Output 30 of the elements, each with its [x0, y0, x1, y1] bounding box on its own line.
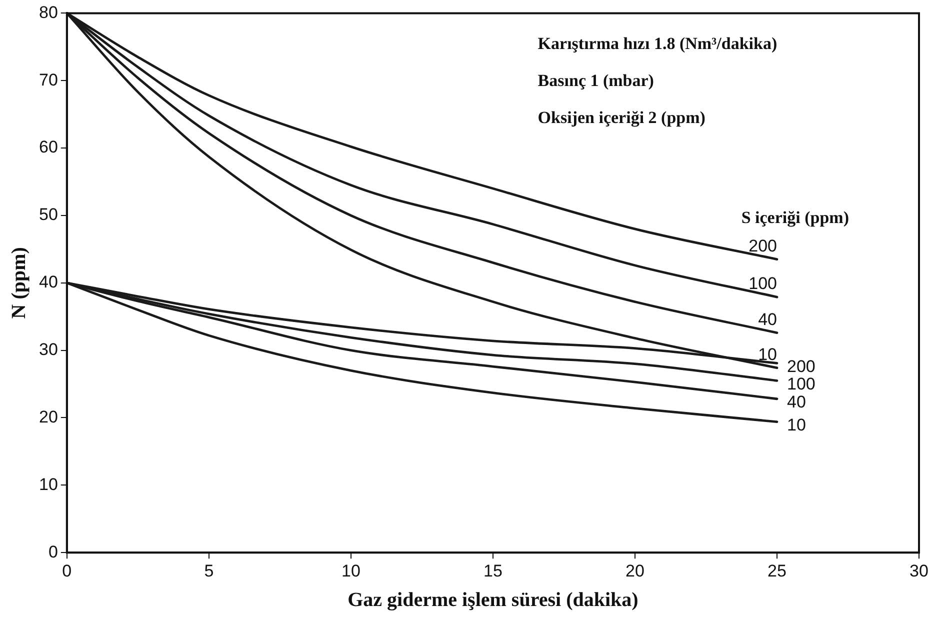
annotation: Oksijen içeriği 2 (ppm)	[538, 108, 706, 128]
x-tick-label: 0	[62, 561, 72, 580]
y-tick-label: 50	[38, 205, 58, 224]
series-label: 100	[748, 274, 777, 294]
x-tick-label: 5	[204, 561, 214, 580]
y-tick-label: 0	[48, 542, 58, 562]
x-tick-label: 15	[483, 561, 502, 580]
annotation: Karıştırma hızı 1.8 (Nm³/dakika)	[538, 34, 778, 54]
series-label: 40	[758, 310, 777, 329]
series-label: 200	[748, 236, 777, 256]
x-tick-label: 10	[341, 561, 360, 580]
y-tick-label: 30	[38, 340, 58, 360]
annotation: Basınç 1 (mbar)	[538, 71, 654, 90]
y-tick-label: 80	[38, 2, 58, 22]
y-tick-label: 60	[38, 138, 58, 157]
legend-title: S içeriği (ppm)	[741, 208, 849, 228]
series-label: 10	[786, 415, 806, 434]
series-label: 100	[786, 374, 816, 394]
y-tick-label: 70	[38, 70, 58, 90]
series-label: 10	[758, 345, 777, 364]
series-label: 200	[786, 356, 816, 376]
y-axis-title: N (ppm)	[8, 247, 30, 319]
x-tick-label: 20	[626, 561, 644, 580]
x-tick-label: 30	[910, 561, 928, 580]
x-axis-title: Gaz giderme işlem süresi (dakika)	[348, 589, 638, 612]
x-tick-label: 25	[768, 561, 786, 580]
y-tick-label: 10	[38, 474, 58, 494]
y-tick-label: 20	[38, 407, 58, 426]
y-tick-label: 40	[38, 272, 58, 292]
series-label: 40	[786, 392, 806, 412]
